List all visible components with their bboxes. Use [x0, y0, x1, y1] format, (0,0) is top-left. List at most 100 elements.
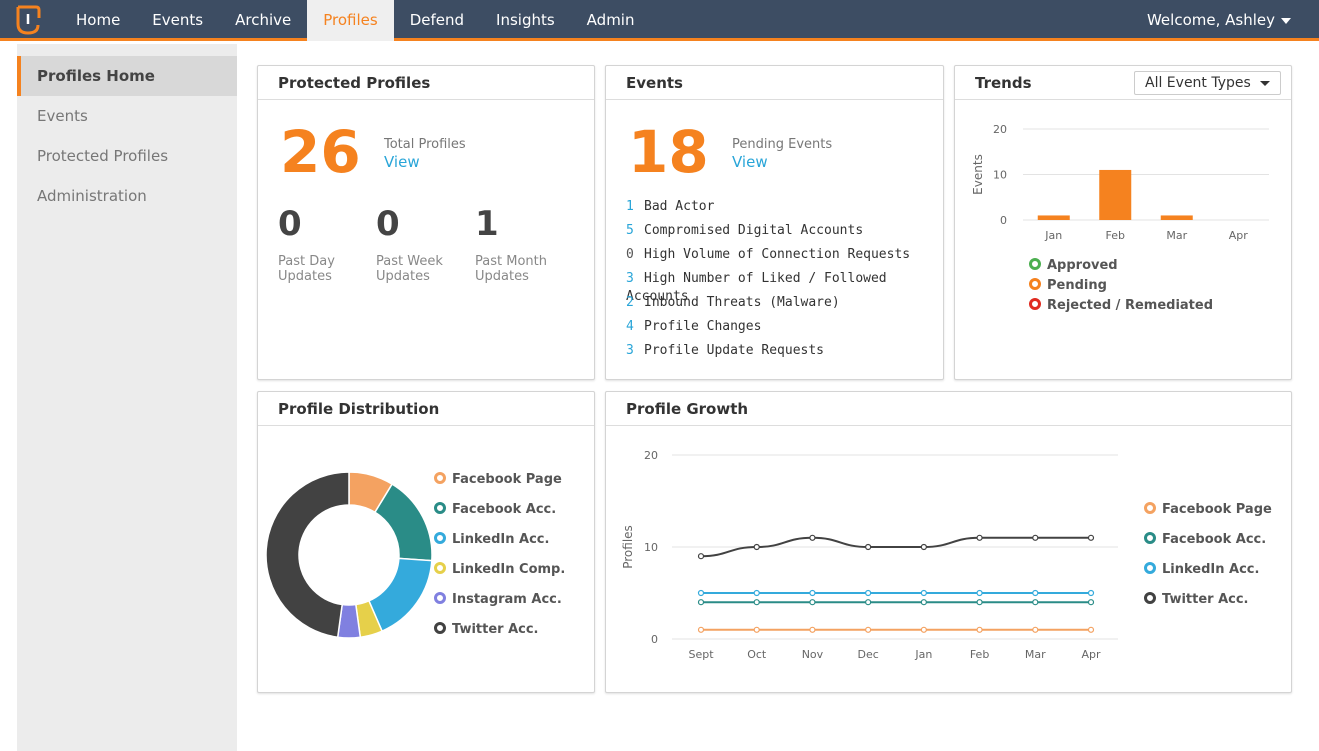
list-item[interactable]: 3 High Number of Liked / Followed Account… [626, 271, 887, 304]
x-tick-label: Mar [1166, 229, 1187, 242]
data-point [753, 589, 760, 597]
welcome-text: Welcome, Ashley [1146, 11, 1275, 29]
data-point [865, 589, 872, 597]
chevron-down-icon [1281, 17, 1291, 24]
event-types-list: 1 Bad Actor 5 Compromised Digital Accounts… [626, 198, 943, 366]
legend-item-facebook-page[interactable]: Facebook Page [434, 465, 565, 495]
legend-dot-icon [434, 532, 446, 544]
nav-defend[interactable]: Defend [409, 11, 465, 29]
data-point [920, 589, 927, 597]
trends-card: Trends All Event Types 0 10 20 Events Jan Feb… [954, 65, 1292, 380]
nav-profiles[interactable]: Profiles [307, 0, 394, 41]
past-month-count: 1 [475, 204, 499, 244]
sidebar-item-profiles-home[interactable]: Profiles Home [17, 56, 237, 96]
legend-item-pending[interactable]: Pending [1029, 276, 1213, 296]
events-card: Events 18 Pending Events View 1 Bad Actor… [605, 65, 944, 380]
legend-item-approved[interactable]: Approved [1029, 256, 1213, 276]
legend-dot-icon [434, 502, 446, 514]
card-title: Events [606, 66, 943, 100]
data-point [753, 599, 760, 606]
nav-admin[interactable]: Admin [586, 11, 635, 29]
data-point [809, 599, 816, 606]
legend-dot-icon [1029, 258, 1041, 270]
past-month-label: Past Month Updates [475, 254, 547, 284]
list-item[interactable]: 1 Bad Actor [626, 199, 715, 214]
sidebar-item-administration[interactable]: Administration [37, 187, 147, 205]
data-point [1032, 589, 1039, 597]
legend-item-linkedin-acc[interactable]: LinkedIn Acc. [1144, 555, 1272, 585]
y-tick-label: 20 [993, 123, 1007, 136]
x-tick-label: Jan [1044, 229, 1062, 242]
donut-slice [367, 557, 433, 633]
data-point [976, 626, 983, 633]
sidebar-item-events[interactable]: Events [37, 107, 88, 125]
legend-dot-icon [434, 472, 446, 484]
card-title: Profile Growth [606, 392, 1291, 426]
x-tick-label: Oct [747, 648, 767, 661]
view-events-link[interactable]: View [732, 153, 768, 171]
legend-item-twitter-acc[interactable]: Twitter Acc. [434, 615, 565, 645]
x-tick-label: Apr [1229, 229, 1249, 242]
legend-dot-icon [1029, 278, 1041, 290]
x-tick-label: Feb [970, 648, 989, 661]
total-profiles-label: Total Profiles [384, 137, 466, 152]
legend-dot-icon [434, 622, 446, 634]
chevron-down-icon [1260, 81, 1270, 86]
list-item[interactable]: 5 Compromised Digital Accounts [626, 223, 864, 238]
legend-item-rejected[interactable]: Rejected / Remediated [1029, 296, 1213, 316]
list-item[interactable]: 3 Profile Update Requests [626, 343, 825, 358]
legend-item-facebook-acc[interactable]: Facebook Acc. [434, 495, 565, 525]
x-tick-label: Apr [1081, 648, 1101, 661]
legend-dot-icon [1029, 298, 1041, 310]
view-profiles-link[interactable]: View [384, 153, 420, 171]
legend-item-facebook-acc[interactable]: Facebook Acc. [1144, 525, 1272, 555]
distribution-donut-chart [265, 471, 433, 639]
list-item[interactable]: 2 Inbound Threats (Malware) [626, 295, 840, 310]
y-tick-label: 0 [1000, 214, 1007, 227]
legend-item-linkedin-comp[interactable]: LinkedIn Comp. [434, 555, 565, 585]
data-point [697, 553, 705, 560]
data-point [976, 534, 983, 541]
protected-profiles-card: Protected Profiles 26 Total Profiles Vie… [257, 65, 595, 380]
legend-item-linkedin-acc[interactable]: LinkedIn Acc. [434, 525, 565, 555]
top-navbar: Home Events Archive Profiles Defend Insi… [0, 0, 1319, 41]
user-menu[interactable]: Welcome, Ashley [1147, 0, 1291, 41]
legend-dot-icon [1144, 562, 1156, 574]
list-item[interactable]: 0 High Volume of Connection Requests [626, 247, 911, 262]
event-type-dropdown[interactable]: All Event Types [1134, 71, 1281, 95]
legend-item-facebook-page[interactable]: Facebook Page [1144, 495, 1272, 525]
data-point [920, 626, 927, 633]
sidebar-item-protected-profiles[interactable]: Protected Profiles [37, 147, 169, 165]
past-week-count: 0 [376, 204, 400, 244]
data-point [809, 589, 816, 597]
pending-events-label: Pending Events [732, 137, 833, 152]
bar [1160, 215, 1193, 220]
nav-home[interactable]: Home [76, 11, 121, 29]
nav-archive[interactable]: Archive [235, 11, 292, 29]
app-logo-icon[interactable] [14, 4, 42, 36]
data-point [753, 626, 760, 633]
data-point [1087, 534, 1095, 541]
data-point [1032, 626, 1039, 633]
data-point [809, 626, 816, 633]
data-point [920, 543, 927, 551]
data-point [1087, 599, 1095, 606]
nav-insights[interactable]: Insights [496, 11, 555, 29]
main-nav: Home Events Archive Profiles Defend Insi… [60, 0, 650, 41]
nav-events[interactable]: Events [152, 11, 204, 29]
legend-dot-icon [434, 562, 446, 574]
x-tick-label: Dec [857, 648, 878, 661]
legend-item-twitter-acc[interactable]: Twitter Acc. [1144, 585, 1272, 615]
card-title: Trends [955, 66, 1291, 100]
y-tick-label: 10 [993, 169, 1007, 182]
pending-events-count: 18 [628, 118, 709, 186]
y-axis-label: Events [971, 154, 985, 195]
y-axis-label: Profiles [621, 525, 635, 569]
y-tick-label: 10 [644, 541, 658, 554]
profile-distribution-card: Profile Distribution Facebook Page Faceb… [257, 391, 595, 693]
legend-item-instagram-acc[interactable]: Instagram Acc. [434, 585, 565, 615]
list-item[interactable]: 4 Profile Changes [626, 319, 762, 334]
data-point [697, 599, 705, 606]
bar [1099, 169, 1132, 220]
card-title: Profile Distribution [258, 392, 594, 426]
